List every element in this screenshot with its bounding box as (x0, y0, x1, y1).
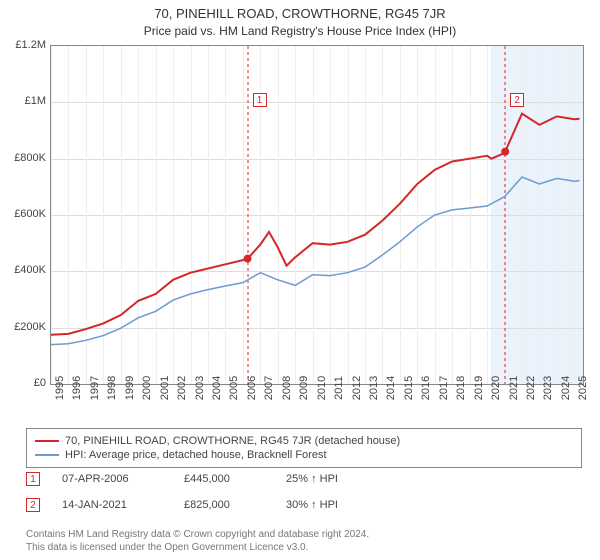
x-axis-label: 2005 (228, 376, 240, 400)
chart-subtitle: Price paid vs. HM Land Registry's House … (0, 21, 600, 38)
x-axis-label: 1995 (54, 376, 66, 400)
x-axis-label: 2010 (316, 376, 328, 400)
footer-text: Contains HM Land Registry data © Crown c… (26, 528, 369, 554)
x-axis-label: 2014 (385, 376, 397, 400)
y-axis-label: £0 (0, 377, 46, 389)
x-axis-label: 2018 (455, 376, 467, 400)
sale-date: 07-APR-2006 (62, 473, 162, 485)
sale-price: £445,000 (184, 473, 264, 485)
y-axis-label: £1M (0, 95, 46, 107)
x-axis-label: 2002 (176, 376, 188, 400)
x-axis-label: 2009 (298, 376, 310, 400)
x-axis-label: 2021 (508, 376, 520, 400)
x-axis-label: 2015 (403, 376, 415, 400)
x-axis-label: 2020 (490, 376, 502, 400)
footer-line: This data is licensed under the Open Gov… (26, 541, 369, 554)
sale-delta: 25% ↑ HPI (286, 473, 338, 485)
y-axis-label: £1.2M (0, 39, 46, 51)
y-axis-label: £400K (0, 264, 46, 276)
legend-label: HPI: Average price, detached house, Brac… (65, 449, 327, 461)
sale-delta: 30% ↑ HPI (286, 499, 338, 511)
x-axis-label: 2024 (560, 376, 572, 400)
legend-row: 70, PINEHILL ROAD, CROWTHORNE, RG45 7JR … (35, 434, 573, 448)
chart-container: 70, PINEHILL ROAD, CROWTHORNE, RG45 7JR … (0, 0, 600, 560)
x-axis-label: 1996 (71, 376, 83, 400)
x-axis-label: 2011 (333, 376, 345, 400)
y-axis-label: £200K (0, 321, 46, 333)
x-axis-label: 2023 (542, 376, 554, 400)
x-axis-label: 1998 (106, 376, 118, 400)
x-axis-label: 2001 (159, 376, 171, 400)
x-axis-label: 2004 (211, 376, 223, 400)
chart-plot-area: 12 (50, 45, 584, 385)
legend-row: HPI: Average price, detached house, Brac… (35, 448, 573, 462)
y-axis-label: £800K (0, 152, 46, 164)
x-axis-label: 2007 (263, 376, 275, 400)
legend-label: 70, PINEHILL ROAD, CROWTHORNE, RG45 7JR … (65, 435, 400, 447)
x-axis-label: 1999 (124, 376, 136, 400)
legend-swatch-icon (35, 440, 59, 442)
x-axis-label: 2016 (420, 376, 432, 400)
x-axis-label: 2025 (577, 376, 589, 400)
sale-price: £825,000 (184, 499, 264, 511)
chart-title: 70, PINEHILL ROAD, CROWTHORNE, RG45 7JR (0, 0, 600, 21)
x-axis-label: 2012 (351, 376, 363, 400)
legend-box: 70, PINEHILL ROAD, CROWTHORNE, RG45 7JR … (26, 428, 582, 468)
sale-date: 14-JAN-2021 (62, 499, 162, 511)
x-axis-label: 2003 (194, 376, 206, 400)
sale-row: 1 07-APR-2006 £445,000 25% ↑ HPI (26, 472, 338, 486)
x-axis-label: 2000 (141, 376, 153, 400)
x-axis-label: 2017 (438, 376, 450, 400)
x-axis-label: 2008 (281, 376, 293, 400)
footer-line: Contains HM Land Registry data © Crown c… (26, 528, 369, 541)
x-axis-label: 2013 (368, 376, 380, 400)
x-axis-label: 2022 (525, 376, 537, 400)
sale-marker-icon: 1 (26, 472, 40, 486)
x-axis-label: 2019 (473, 376, 485, 400)
x-axis-label: 1997 (89, 376, 101, 400)
sale-row: 2 14-JAN-2021 £825,000 30% ↑ HPI (26, 498, 338, 512)
y-axis-label: £600K (0, 208, 46, 220)
sale-marker-icon: 2 (26, 498, 40, 512)
legend-swatch-icon (35, 454, 59, 456)
x-axis-label: 2006 (246, 376, 258, 400)
